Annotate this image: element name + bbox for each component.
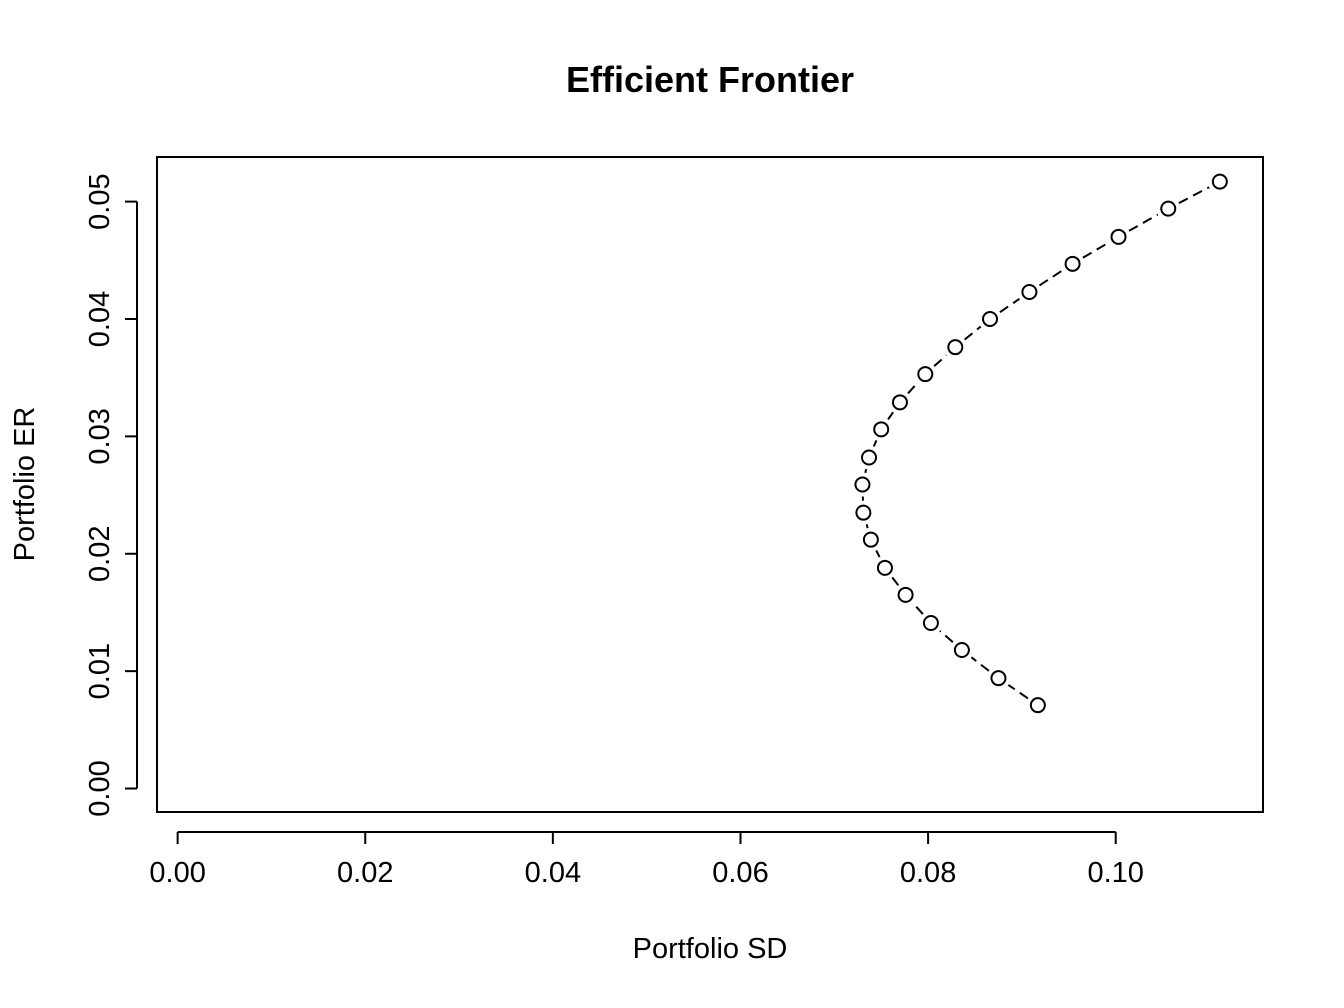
x-tick-label: 0.04 [525,857,581,889]
frontier-point [953,642,970,659]
frontier-point [1064,255,1081,272]
frontier-segment [864,468,868,474]
frontier-points [854,173,1228,714]
frontier-segment [1038,269,1064,287]
frontier-segment [933,354,948,367]
y-tick-label: 0.04 [84,291,116,347]
y-tick-label: 0.01 [84,643,116,699]
frontier-point [1211,173,1228,190]
frontier-segment [887,411,894,421]
frontier-segment [1128,213,1159,232]
frontier-point [1021,283,1038,300]
chart-title: Efficient Frontier [566,59,854,100]
frontier-segment [1178,186,1210,204]
y-tick-label: 0.02 [84,526,116,582]
frontier-point [862,531,879,548]
frontier-segment [891,576,900,586]
y-tick-label: 0.03 [84,408,116,464]
frontier-point [922,615,939,632]
x-axis: 0.00 0.02 0.04 0.06 0.08 0.10 [149,831,1144,889]
y-axis: 0.00 0.01 0.02 0.03 0.04 0.05 [84,173,138,817]
frontier-point [873,421,890,438]
y-tick-label: 0.00 [84,760,116,816]
frontier-point [855,504,872,521]
frontier-point [876,559,893,576]
frontier-point [854,476,871,493]
frontier-point [1160,200,1177,217]
frontier-point [982,310,999,327]
frontier-segment [1007,684,1029,700]
x-tick-label: 0.00 [149,857,205,889]
frontier-segment [963,325,982,341]
x-axis-label: Portfolio SD [633,933,788,965]
frontier-point [1029,697,1046,714]
x-tick-label: 0.10 [1087,857,1143,889]
plot-frame [156,156,1264,813]
x-tick-label: 0.06 [712,857,768,889]
frontier-segment [875,549,881,558]
frontier-segment [872,439,878,447]
frontier-segment [912,603,924,615]
frontier-point [1110,228,1127,245]
frontier-point [891,394,908,411]
frontier-point [861,449,878,466]
frontier-segment [999,297,1021,314]
y-tick-label: 0.05 [84,173,116,229]
frontier-point [917,366,934,383]
frontier-segment [865,523,869,529]
frontier-point [897,586,914,603]
x-tick-label: 0.02 [337,857,393,889]
x-tick-label: 0.08 [900,857,956,889]
frontier-segment [907,382,919,395]
frontier-segment [970,656,990,672]
frontier-line-segments [861,186,1210,700]
frontier-segment [939,630,954,643]
frontier-point [947,339,964,356]
y-axis-label: Portfolio ER [9,407,41,562]
frontier-point [990,670,1007,687]
frontier-segment [1082,242,1109,259]
